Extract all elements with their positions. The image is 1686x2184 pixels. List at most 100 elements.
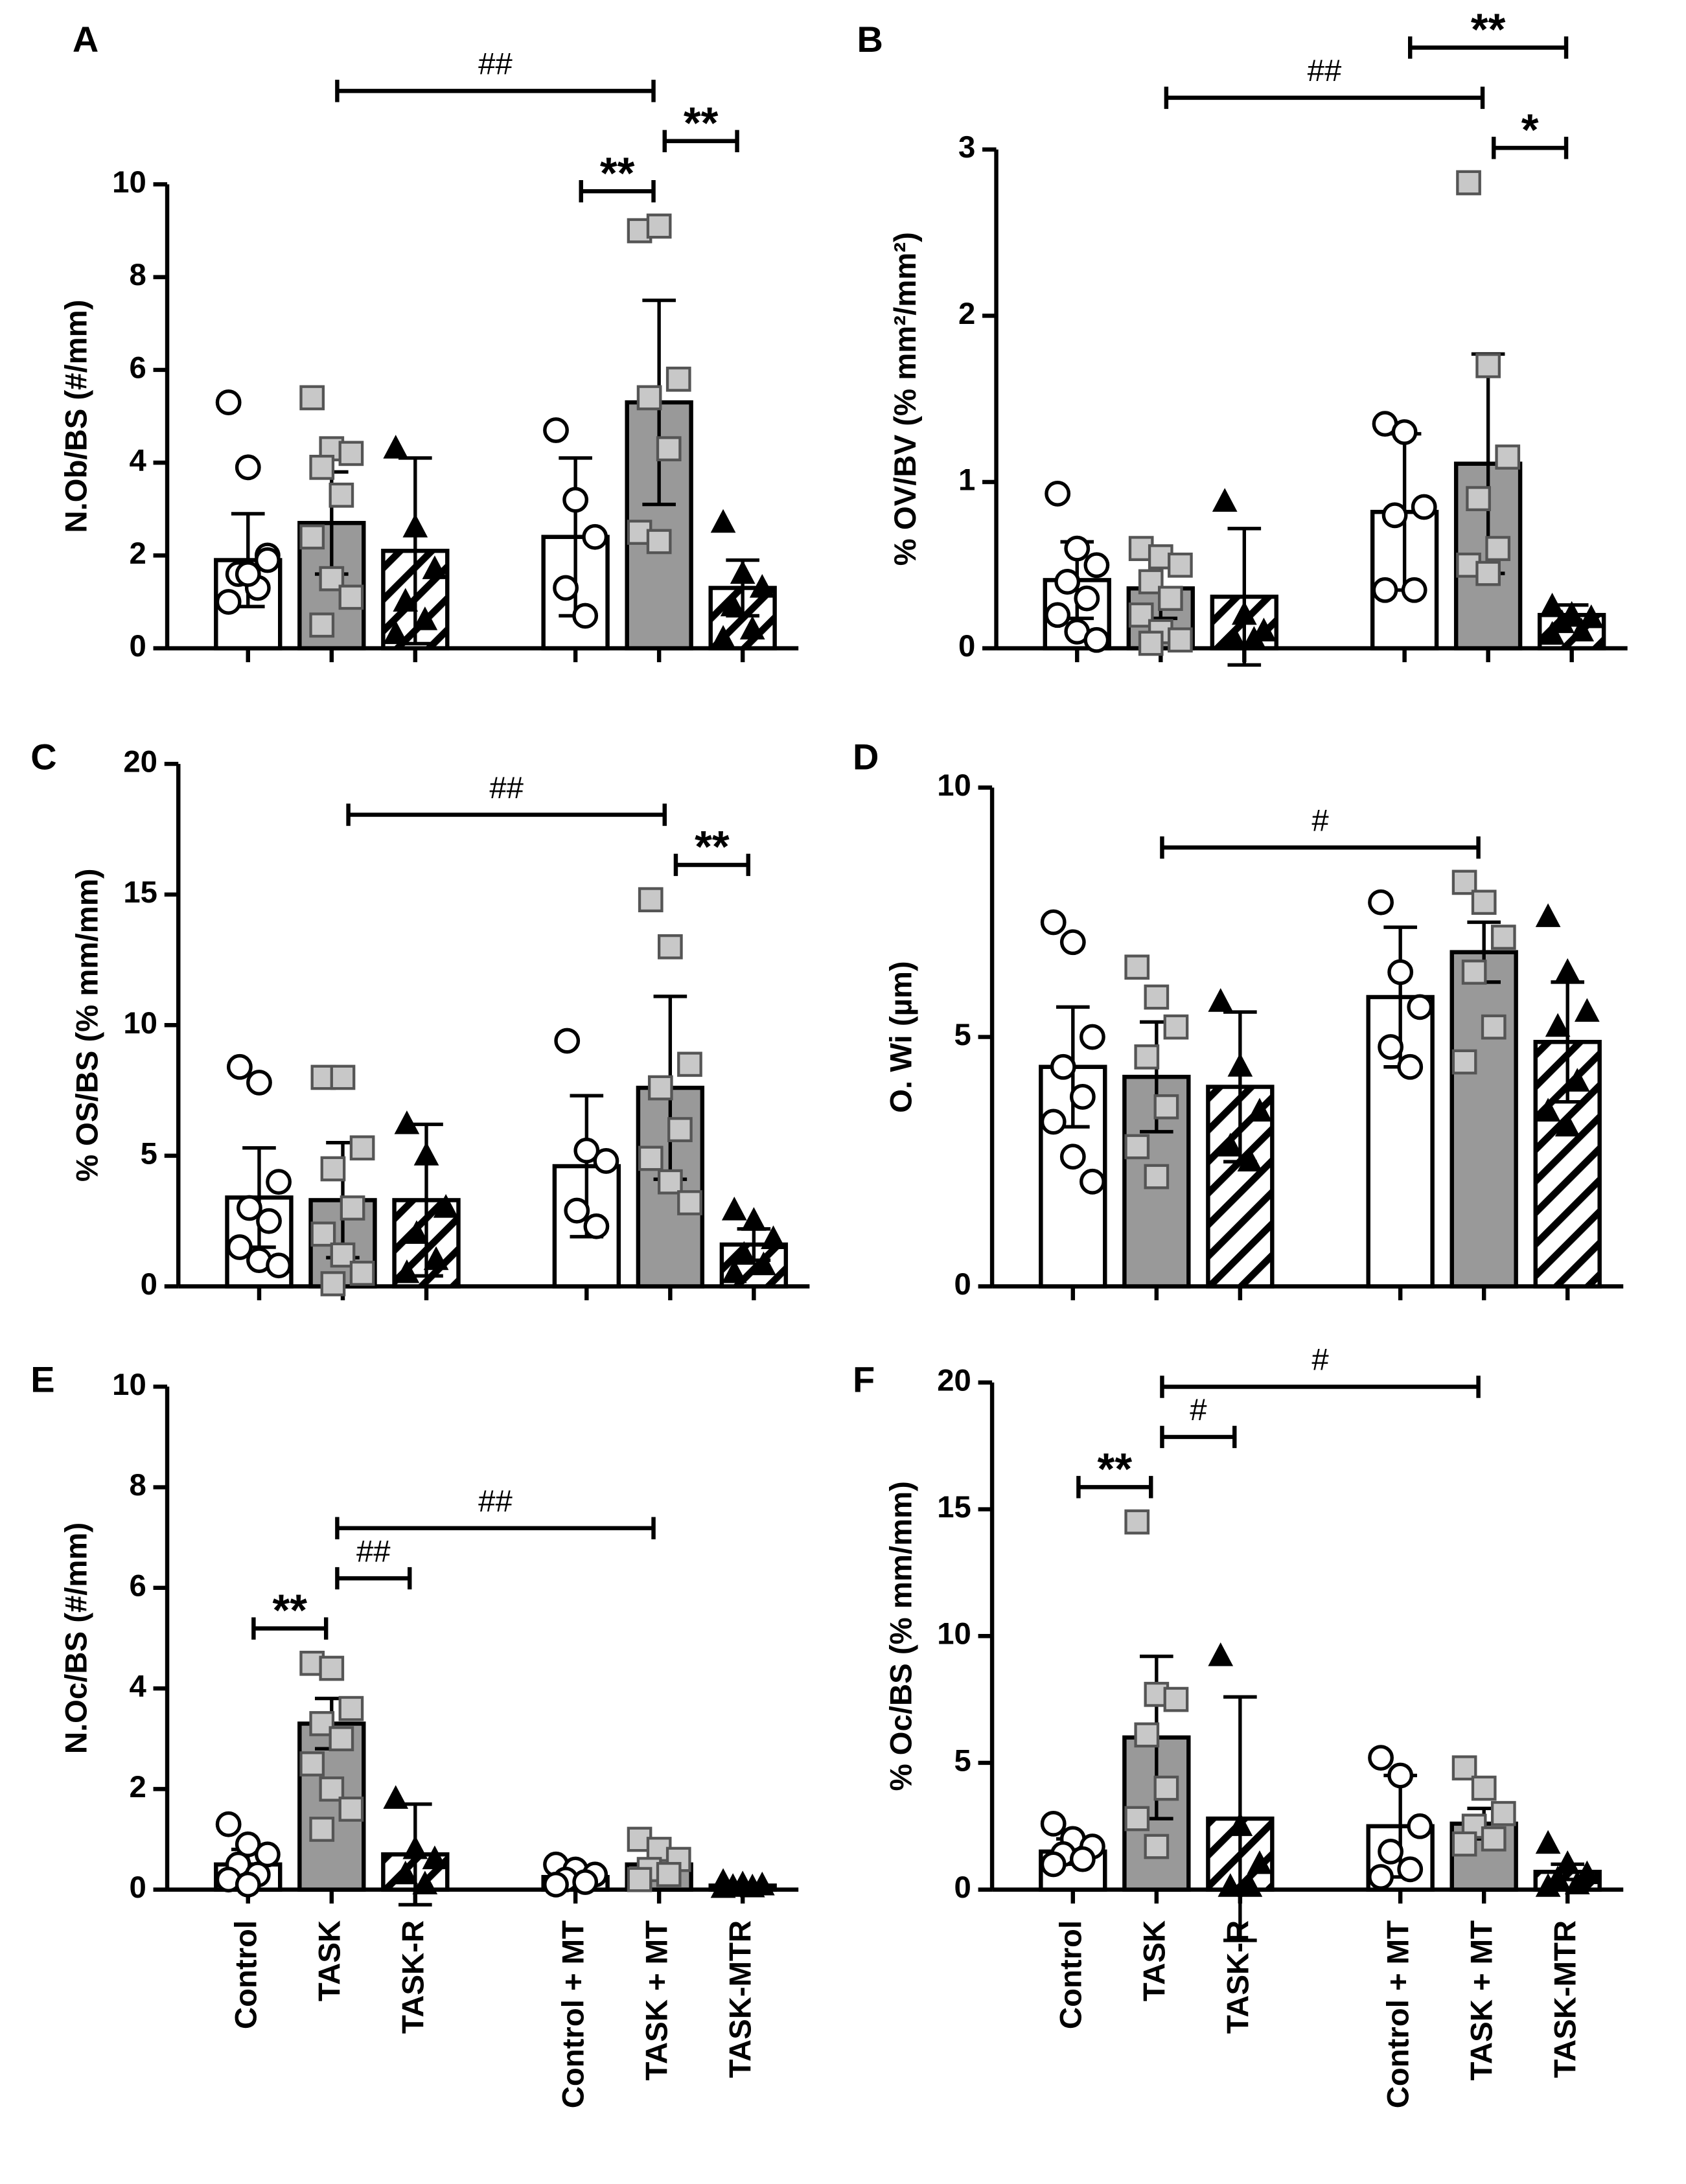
data-point	[383, 620, 409, 645]
data-point	[1045, 602, 1071, 628]
data-point	[1461, 960, 1487, 985]
significance-label: #	[1311, 803, 1329, 838]
y-tick-label: 20	[123, 745, 157, 779]
data-point	[1059, 929, 1086, 956]
y-tick-label: 5	[954, 1743, 971, 1778]
data-point	[627, 1867, 652, 1892]
data-point	[1157, 586, 1183, 611]
data-point	[593, 1148, 619, 1174]
data-point	[1475, 560, 1501, 586]
data-point	[422, 555, 448, 579]
data-point	[1391, 419, 1418, 445]
data-point	[657, 934, 683, 960]
data-point	[1401, 577, 1427, 603]
panel-label: E	[30, 1359, 54, 1400]
data-point	[1481, 1826, 1507, 1852]
data-point	[710, 1874, 736, 1898]
data-point	[235, 1831, 261, 1857]
panel-label: A	[73, 19, 98, 60]
data-point	[1495, 444, 1521, 470]
data-point	[1059, 1144, 1086, 1170]
data-point	[254, 1841, 281, 1868]
y-tick-label: 0	[129, 629, 146, 663]
data-point	[720, 592, 746, 617]
y-tick-label: 10	[112, 1368, 146, 1402]
data-point	[329, 1726, 354, 1752]
data-point	[751, 1251, 776, 1276]
data-point	[404, 1220, 430, 1244]
data-point	[710, 625, 736, 649]
data-point	[1368, 1864, 1394, 1890]
data-point	[1208, 988, 1234, 1012]
data-point	[1080, 1168, 1105, 1195]
y-tick-label: 5	[141, 1136, 157, 1171]
data-point	[665, 366, 691, 392]
data-point	[1451, 1049, 1477, 1075]
data-point	[299, 1751, 325, 1776]
data-point	[383, 1785, 409, 1809]
data-point	[656, 436, 682, 462]
data-point	[266, 1252, 292, 1279]
data-point	[246, 1070, 272, 1096]
panel-label: F	[853, 1359, 875, 1400]
x-tick-label: Control + MT	[557, 1920, 591, 2108]
y-tick-label: 10	[112, 165, 146, 200]
data-point	[394, 1259, 420, 1283]
data-point	[393, 588, 419, 612]
y-tick-label: 0	[141, 1267, 157, 1302]
data-point	[1490, 925, 1516, 950]
data-point	[215, 1811, 242, 1837]
data-point	[553, 575, 579, 601]
data-point	[638, 1145, 664, 1171]
data-point	[1040, 909, 1067, 936]
significance-label: **	[695, 822, 730, 872]
data-point	[1564, 1870, 1590, 1894]
data-point	[1471, 1775, 1497, 1801]
x-tick-label: Control	[1054, 1920, 1088, 2029]
data-point	[299, 524, 325, 550]
data-point	[1545, 1013, 1571, 1037]
y-tick-label: 2	[958, 297, 975, 331]
data-point	[1368, 889, 1394, 915]
data-point	[573, 1137, 600, 1164]
significance-label: *	[1521, 105, 1539, 155]
data-point	[235, 1871, 261, 1898]
y-tick-label: 1	[958, 463, 975, 497]
data-point	[1466, 486, 1491, 511]
data-point	[1237, 1147, 1263, 1172]
significance-label: #	[1190, 1393, 1207, 1427]
data-point	[1221, 626, 1247, 650]
data-point	[1241, 626, 1267, 650]
data-point	[1237, 1873, 1263, 1897]
data-point	[1227, 1053, 1253, 1077]
data-point	[299, 385, 325, 411]
data-point	[647, 1075, 673, 1101]
data-point	[1535, 1830, 1561, 1854]
data-point	[319, 1655, 345, 1681]
data-point	[226, 1234, 253, 1260]
data-point	[710, 509, 736, 533]
data-point	[1247, 1098, 1273, 1122]
data-point	[1535, 1098, 1561, 1122]
data-point	[1564, 1068, 1590, 1092]
data-point	[1540, 592, 1565, 617]
data-point	[1144, 1833, 1170, 1859]
data-point	[572, 1869, 599, 1895]
y-axis-label: % OV/BV (% mm²/mm²)	[888, 232, 923, 566]
data-point	[1208, 1642, 1234, 1666]
data-point	[656, 1861, 682, 1887]
data-point	[562, 487, 589, 513]
data-point	[582, 523, 608, 550]
data-point	[1124, 1134, 1150, 1160]
data-point	[657, 1169, 683, 1195]
y-tick-label: 20	[937, 1363, 971, 1397]
data-point	[256, 1208, 282, 1234]
data-point	[1456, 170, 1481, 196]
data-point	[1040, 1851, 1067, 1878]
data-point	[349, 1135, 375, 1161]
data-point	[730, 560, 756, 584]
y-tick-label: 0	[958, 629, 975, 663]
data-point	[554, 1028, 581, 1054]
panel-label: C	[30, 736, 56, 777]
data-point	[413, 1142, 439, 1166]
